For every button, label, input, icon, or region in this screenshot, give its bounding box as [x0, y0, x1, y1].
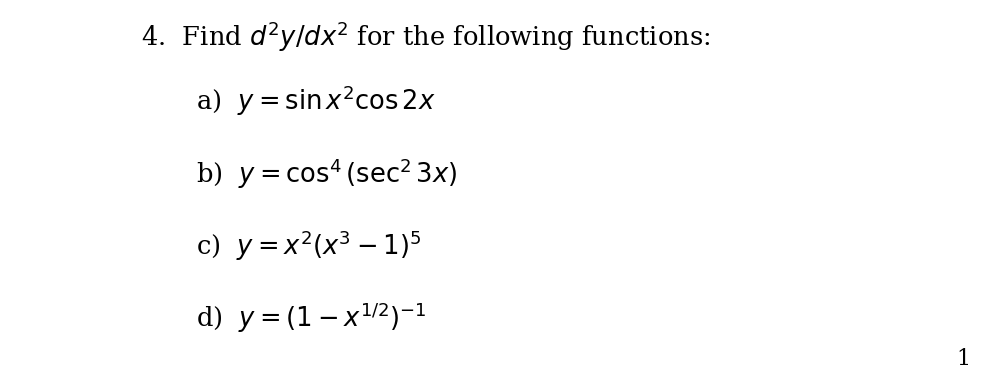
Text: b)  $y = \cos^4(\sec^2 3x)$: b) $y = \cos^4(\sec^2 3x)$: [196, 156, 458, 190]
Text: 4.  Find $d^2y/dx^2$ for the following functions:: 4. Find $d^2y/dx^2$ for the following fu…: [141, 19, 710, 54]
Text: d)  $y = (1 - x^{1/2})^{-1}$: d) $y = (1 - x^{1/2})^{-1}$: [196, 301, 427, 335]
Text: 1: 1: [957, 347, 971, 370]
Text: c)  $y = x^2(x^3 - 1)^5$: c) $y = x^2(x^3 - 1)^5$: [196, 229, 422, 263]
Text: a)  $y = \sin x^2 \cos 2x$: a) $y = \sin x^2 \cos 2x$: [196, 84, 436, 118]
